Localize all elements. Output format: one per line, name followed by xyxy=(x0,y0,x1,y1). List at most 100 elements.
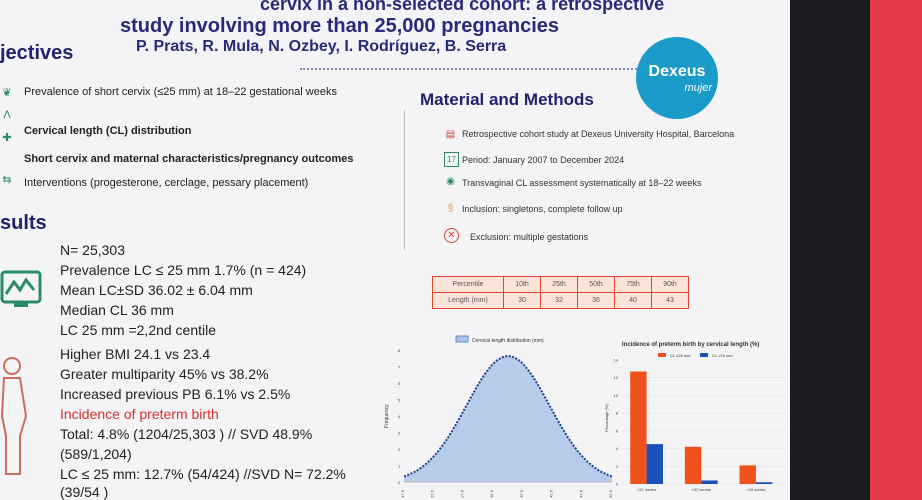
table-cell: Length (mm) xyxy=(432,292,504,309)
bar-b xyxy=(646,444,663,484)
stage-background xyxy=(870,0,922,500)
dexeus-logo: Dexeus mujer xyxy=(636,37,718,119)
eye-icon: ◉ xyxy=(446,176,455,187)
dist-x-ticks: 17.5 22.6 27.6 32.6 37.6 42.6 47.6 52.6 xyxy=(400,489,613,498)
result-line-highlight: Incidence of preterm birth xyxy=(60,406,219,422)
fetus-icon: § xyxy=(447,203,454,214)
bar-y-tick: 12 xyxy=(614,375,619,380)
table-cell: 40 xyxy=(614,292,652,309)
objective-icon-3: ✚ xyxy=(2,132,12,144)
bar-chart-title: Incidence of preterm birth by cervical l… xyxy=(622,342,759,348)
table-cell: 25th xyxy=(540,276,578,293)
result-line: Greater multiparity 45% vs 38.2% xyxy=(60,366,269,382)
bar-y-tick: 2 xyxy=(616,464,619,469)
bar-y-tick: 8 xyxy=(616,411,619,416)
bar-b xyxy=(755,482,773,484)
objective-item: Prevalence of short cervix (≤25 mm) at 1… xyxy=(24,86,337,98)
bar-x-ticks: <37 weeks <32 weeks <28 weeks xyxy=(637,487,766,492)
pregnant-woman-icon xyxy=(0,357,28,475)
objective-icon-2: Λ xyxy=(3,109,11,121)
objective-icon-4: ⇆ xyxy=(2,174,12,186)
legend-swatch-b xyxy=(700,353,708,357)
column-divider xyxy=(404,110,405,250)
bar-y-tick: 0 xyxy=(616,482,619,487)
slide: cervix in a non-selected cohort: a retro… xyxy=(0,0,790,500)
result-line: Total: 4.8% (1204/25,303 ) // SVD 48.9% xyxy=(60,426,313,442)
bar-b xyxy=(701,480,718,484)
result-line: Higher BMI 24.1 vs 23.4 xyxy=(60,346,211,362)
dist-x-tick: 22.6 xyxy=(430,489,435,498)
table-cell: 75th xyxy=(614,276,652,293)
dist-y-tick: 3 xyxy=(398,431,401,436)
document-icon: ▤ xyxy=(445,129,456,140)
table-cell: 50th xyxy=(577,276,615,293)
dist-x-tick: 17.5 xyxy=(400,489,405,498)
results-heading: sults xyxy=(0,212,47,234)
divider xyxy=(300,68,660,70)
bar-y-tick: 6 xyxy=(616,428,619,433)
title-line-2: study involving more than 25,000 pregnan… xyxy=(120,15,560,37)
result-line: (39/54 ) xyxy=(60,484,109,500)
dist-x-tick: 32.6 xyxy=(489,489,494,498)
table-cell: 10th xyxy=(503,276,541,293)
poster-title: cervix in a non-selected cohort: a retro… xyxy=(120,0,664,36)
result-line: Mean LC±SD 36.02 ± 6.04 mm xyxy=(60,282,253,298)
method-item: Inclusion: singletons, complete follow u… xyxy=(462,204,623,214)
objectives-heading: jectives xyxy=(0,42,74,64)
dist-x-tick: 37.6 xyxy=(519,489,524,498)
authors: P. Prats, R. Mula, N. Ozbey, I. Rodrígue… xyxy=(136,38,507,55)
dist-y-tick: 4 xyxy=(398,414,401,419)
projection-edge xyxy=(790,0,870,500)
table-cell: 32 xyxy=(540,292,578,309)
dist-legend-swatch xyxy=(455,335,469,343)
bar-a xyxy=(739,465,756,484)
result-line: (589/1,204) xyxy=(60,446,132,462)
bar-y-tick: 14 xyxy=(614,358,619,363)
bar-x-tick: <37 weeks xyxy=(637,487,656,492)
dist-x-tick: 52.6 xyxy=(608,489,613,498)
result-line: Increased previous PB 6.1% vs 2.5% xyxy=(60,386,291,402)
legend-label-b: CL >25 mm xyxy=(712,353,733,358)
dist-x-tick: 42.6 xyxy=(549,489,554,498)
result-line: LC 25 mm =2,2nd centile xyxy=(60,322,217,338)
bar-x-tick: <32 weeks xyxy=(692,487,711,492)
objective-item: Cervical length (CL) distribution xyxy=(24,125,192,137)
table-row: Length (mm) 30 32 36 40 43 xyxy=(432,292,689,309)
method-item: Period: January 2007 to December 2024 xyxy=(462,155,625,165)
bar-y-tick: 10 xyxy=(614,393,619,398)
result-line: Median CL 36 mm xyxy=(60,302,174,318)
dist-y-tick: 0 xyxy=(398,480,401,485)
table-cell: 30 xyxy=(503,292,541,309)
table-cell: Percentile xyxy=(432,276,504,293)
legend-label-a: CL ≤25 mm xyxy=(670,353,691,358)
table-header-row: Percentile 10th 25th 50th 75th 90th xyxy=(432,276,689,293)
table-cell: 43 xyxy=(651,292,689,309)
bar-x-tick: <28 weeks xyxy=(746,487,765,492)
objective-item: Short cervix and maternal characteristic… xyxy=(24,153,354,165)
dist-y-label: Frequency xyxy=(384,404,390,428)
percentile-table: Percentile 10th 25th 50th 75th 90th Leng… xyxy=(432,276,689,309)
dist-y-tick: 8 xyxy=(398,348,401,353)
table-cell: 90th xyxy=(651,276,689,293)
logo-brand: Dexeus xyxy=(648,63,706,80)
dist-y-tick: 5 xyxy=(398,398,401,403)
ultrasound-icon xyxy=(0,270,42,307)
result-line: N= 25,303 xyxy=(60,242,125,258)
table-cell: 36 xyxy=(577,292,615,309)
methods-heading: Material and Methods xyxy=(420,90,594,109)
dist-y-tick: 1 xyxy=(398,464,401,469)
distribution-area xyxy=(404,356,612,482)
cl-distribution-chart: Cervical length distribution (mm) Freque… xyxy=(384,335,613,498)
bar-y-label: Percentage (%) xyxy=(604,404,609,432)
objective-item: Interventions (progesterone, cerclage, p… xyxy=(24,177,309,189)
dist-y-tick: 2 xyxy=(398,447,401,452)
preterm-bar-chart: Incidence of preterm birth by cervical l… xyxy=(604,342,786,492)
dist-x-tick: 47.6 xyxy=(578,489,583,498)
dist-y-tick: 6 xyxy=(398,381,401,386)
method-item: Retrospective cohort study at Dexeus Uni… xyxy=(462,129,735,139)
dist-y-ticks: 8 7 6 5 4 3 2 1 0 xyxy=(398,348,401,485)
result-line: Prevalence LC ≤ 25 mm 1.7% (n = 424) xyxy=(60,262,307,278)
bar-y-tick: 4 xyxy=(616,446,619,451)
bar-marks xyxy=(630,371,773,484)
method-item: Transvaginal CL assessment systematicall… xyxy=(462,178,702,188)
